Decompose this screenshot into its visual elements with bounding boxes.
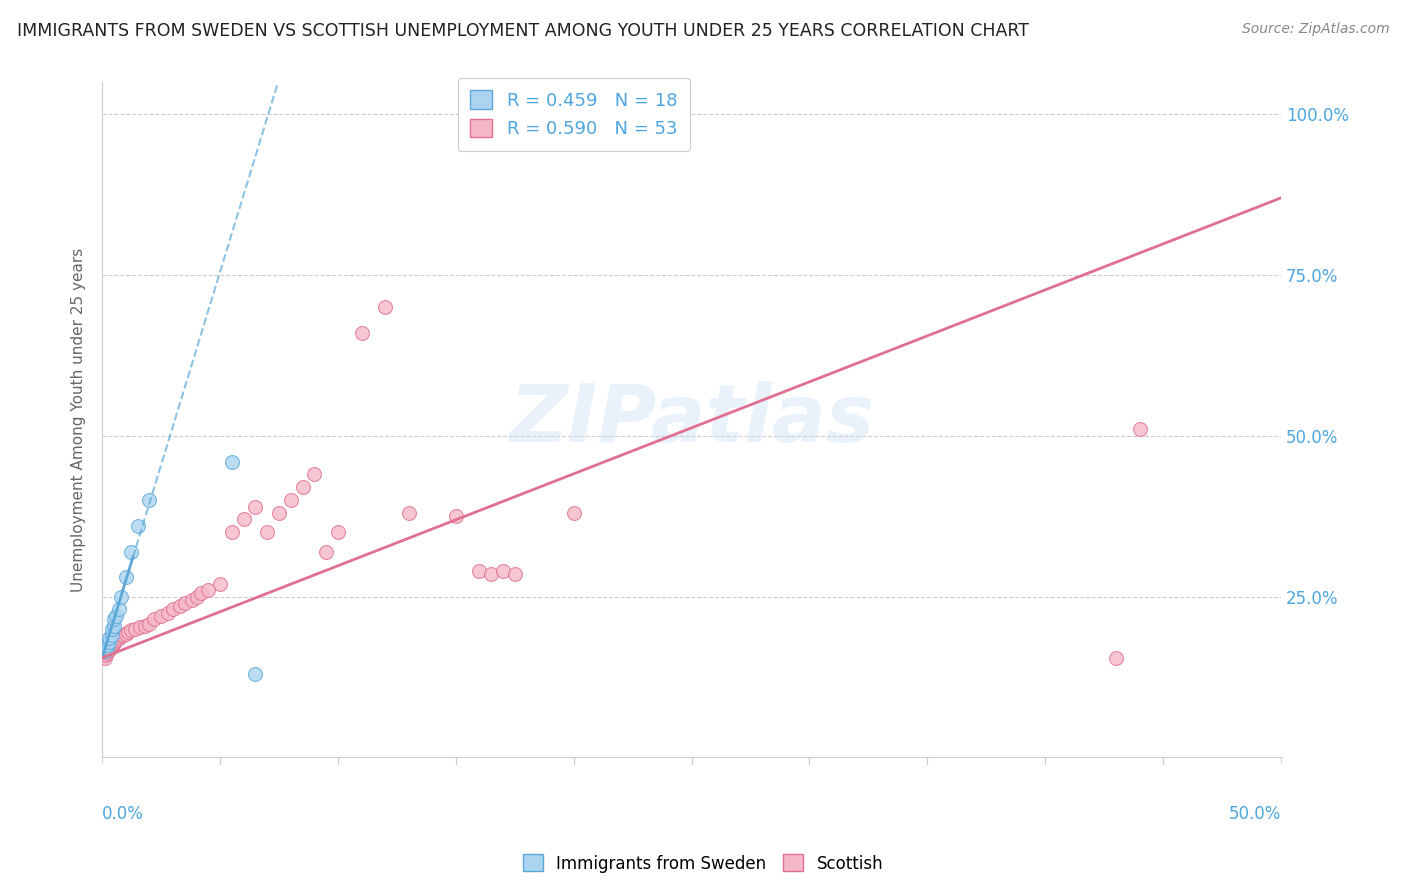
Y-axis label: Unemployment Among Youth under 25 years: Unemployment Among Youth under 25 years bbox=[72, 248, 86, 592]
Point bbox=[105, 632, 128, 647]
Point bbox=[100, 640, 122, 654]
Point bbox=[492, 564, 515, 578]
Point bbox=[245, 500, 267, 514]
Point bbox=[326, 525, 349, 540]
Point bbox=[107, 602, 129, 616]
Point bbox=[221, 454, 243, 468]
Point bbox=[110, 590, 132, 604]
Point bbox=[103, 634, 125, 648]
Point bbox=[398, 506, 420, 520]
Text: ZIPatlas: ZIPatlas bbox=[509, 381, 875, 458]
Point bbox=[304, 467, 326, 482]
Point bbox=[143, 612, 166, 626]
Point bbox=[127, 519, 149, 533]
Point bbox=[114, 570, 136, 584]
Point bbox=[180, 592, 202, 607]
Point bbox=[100, 622, 122, 636]
Point bbox=[110, 630, 132, 644]
Point bbox=[117, 625, 139, 640]
Point bbox=[350, 326, 373, 340]
Point bbox=[93, 648, 115, 662]
Point bbox=[98, 643, 121, 657]
Point bbox=[444, 509, 467, 524]
Point bbox=[96, 644, 118, 658]
Point bbox=[138, 616, 160, 631]
Point bbox=[129, 620, 152, 634]
Point bbox=[134, 618, 156, 632]
Point bbox=[209, 576, 232, 591]
Point bbox=[157, 606, 180, 620]
Point bbox=[103, 618, 125, 632]
Text: Source: ZipAtlas.com: Source: ZipAtlas.com bbox=[1241, 22, 1389, 37]
Legend: R = 0.459   N = 18, R = 0.590   N = 53: R = 0.459 N = 18, R = 0.590 N = 53 bbox=[458, 78, 690, 151]
Point bbox=[256, 525, 278, 540]
Point bbox=[503, 567, 526, 582]
Point bbox=[162, 602, 184, 616]
Point bbox=[280, 493, 302, 508]
Text: 50.0%: 50.0% bbox=[1229, 805, 1281, 822]
Point bbox=[96, 638, 118, 652]
Point bbox=[562, 506, 585, 520]
Point bbox=[114, 627, 136, 641]
Point bbox=[93, 650, 115, 665]
Point bbox=[291, 480, 314, 494]
Point bbox=[1105, 650, 1128, 665]
Point bbox=[103, 612, 125, 626]
Text: 0.0%: 0.0% bbox=[103, 805, 143, 822]
Point bbox=[100, 628, 122, 642]
Legend: Immigrants from Sweden, Scottish: Immigrants from Sweden, Scottish bbox=[516, 847, 890, 880]
Point bbox=[120, 623, 142, 637]
Point bbox=[93, 644, 115, 658]
Point bbox=[190, 586, 212, 600]
Text: IMMIGRANTS FROM SWEDEN VS SCOTTISH UNEMPLOYMENT AMONG YOUTH UNDER 25 YEARS CORRE: IMMIGRANTS FROM SWEDEN VS SCOTTISH UNEMP… bbox=[17, 22, 1029, 40]
Point bbox=[315, 544, 337, 558]
Point bbox=[138, 493, 160, 508]
Point bbox=[232, 512, 254, 526]
Point bbox=[267, 506, 290, 520]
Point bbox=[96, 641, 118, 656]
Point bbox=[120, 544, 142, 558]
Point bbox=[1128, 422, 1150, 436]
Point bbox=[468, 564, 491, 578]
Point bbox=[98, 634, 121, 648]
Point bbox=[112, 628, 135, 642]
Point bbox=[124, 622, 146, 636]
Point bbox=[98, 632, 121, 646]
Point bbox=[186, 590, 208, 604]
Point bbox=[100, 638, 122, 652]
Point bbox=[105, 608, 128, 623]
Point bbox=[245, 666, 267, 681]
Point bbox=[479, 567, 502, 582]
Point bbox=[197, 583, 219, 598]
Point bbox=[221, 525, 243, 540]
Point bbox=[173, 596, 195, 610]
Point bbox=[169, 599, 191, 614]
Point bbox=[98, 641, 121, 656]
Point bbox=[103, 636, 125, 650]
Point bbox=[107, 632, 129, 646]
Point bbox=[150, 608, 173, 623]
Point bbox=[96, 646, 118, 660]
Point bbox=[374, 300, 396, 314]
